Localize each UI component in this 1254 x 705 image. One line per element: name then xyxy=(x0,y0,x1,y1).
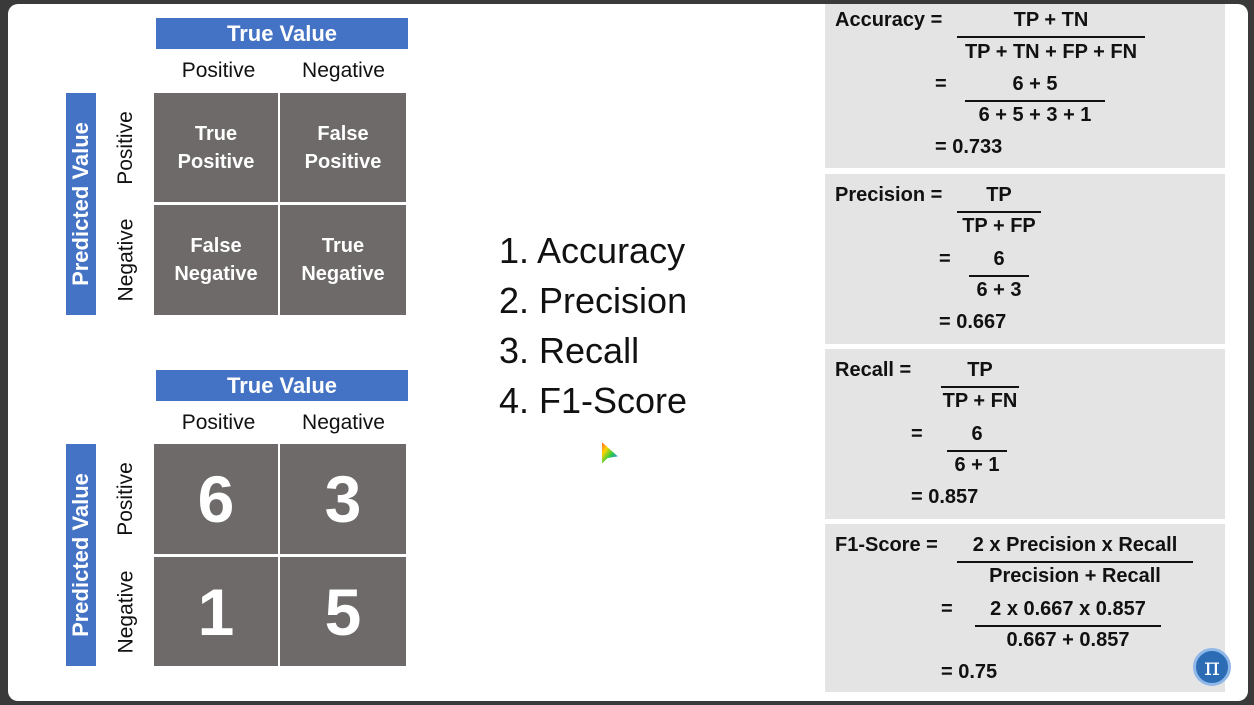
accuracy-equals: = xyxy=(935,73,947,95)
accuracy-denominator-values: 6 + 5 + 3 + 1 xyxy=(978,104,1092,126)
true-value-header-2: True Value xyxy=(156,370,408,401)
cursor-icon xyxy=(600,439,621,467)
precision-formula-panel: Precision = TP TP + FP = 6 6 + 3 = 0.667 xyxy=(825,174,1225,344)
precision-values-line xyxy=(969,275,1029,277)
predicted-value-header-2: Predicted Value xyxy=(66,444,96,666)
predicted-value-header: Predicted Value xyxy=(66,93,96,315)
cell-true-negative: True Negative xyxy=(280,205,406,315)
f1-numerator: 2 x Precision x Recall xyxy=(972,534,1178,556)
f1-fraction-line xyxy=(957,561,1193,563)
accuracy-numerator-values: 6 + 5 xyxy=(1012,73,1058,95)
precision-fraction-line xyxy=(957,211,1041,213)
f1-denominator-values: 0.667 + 0.857 xyxy=(1006,629,1130,651)
f1-formula-panel: F1-Score = 2 x Precision x Recall Precis… xyxy=(825,524,1225,692)
recall-equals: = xyxy=(911,423,923,445)
recall-denominator-values: 6 + 1 xyxy=(954,454,1000,476)
recall-numerator-values: 6 xyxy=(971,423,983,445)
accuracy-label: Accuracy = xyxy=(835,9,943,31)
recall-label: Recall = xyxy=(835,359,912,381)
accuracy-result: = 0.733 xyxy=(935,136,1003,158)
accuracy-formula-panel: Accuracy = TP + TN TP + TN + FP + FN = 6… xyxy=(825,4,1225,168)
cell-true-positive: True Positive xyxy=(154,93,278,202)
row-label-positive-2: Positive xyxy=(114,462,137,536)
slide: True Value Positive Negative Predicted V… xyxy=(8,4,1248,701)
accuracy-numerator: TP + TN xyxy=(1013,9,1089,31)
precision-numerator: TP xyxy=(986,184,1012,206)
f1-numerator-values: 2 x 0.667 x 0.857 xyxy=(990,598,1146,620)
row-label-negative-2: Negative xyxy=(114,570,138,654)
accuracy-values-line xyxy=(965,100,1105,102)
precision-denominator-values: 6 + 3 xyxy=(976,279,1022,301)
f1-result: = 0.75 xyxy=(941,661,998,683)
list-item-precision: 2. Precision xyxy=(499,280,688,321)
list-item-accuracy: 1. Accuracy xyxy=(499,230,686,271)
column-label-negative: Negative xyxy=(302,59,385,82)
f1-label: F1-Score = xyxy=(835,534,938,556)
column-label-negative-2: Negative xyxy=(302,411,385,434)
recall-values-line xyxy=(947,450,1007,452)
list-item-f1-score: 4. F1-Score xyxy=(499,380,688,421)
recall-result: = 0.857 xyxy=(911,486,979,508)
precision-numerator-values: 6 xyxy=(993,248,1005,270)
accuracy-fraction-line xyxy=(957,36,1145,38)
column-label-positive-2: Positive xyxy=(181,411,256,434)
precision-denominator: TP + FP xyxy=(962,215,1036,237)
true-value-header: True Value xyxy=(156,18,408,49)
cell-false-positive: False Positive xyxy=(280,93,406,202)
f1-equals: = xyxy=(941,598,953,620)
accuracy-denominator: TP + TN + FP + FN xyxy=(964,41,1138,63)
recall-fraction-line xyxy=(941,386,1019,388)
column-label-positive: Positive xyxy=(181,59,256,82)
row-label-positive: Positive xyxy=(114,111,137,185)
recall-numerator: TP xyxy=(967,359,993,381)
precision-label: Precision = xyxy=(835,184,943,206)
precision-result: = 0.667 xyxy=(939,311,1007,333)
row-label-negative: Negative xyxy=(114,218,138,302)
metrics-list: 1. Accuracy 2. Precision 3. Recall 4. F1… xyxy=(499,226,739,426)
cell-fp-count: 3 xyxy=(280,444,406,554)
cell-false-negative: False Negative xyxy=(154,205,278,315)
cell-fn-count: 1 xyxy=(154,557,278,666)
pi-logo-icon: π xyxy=(1193,648,1231,686)
precision-equals: = xyxy=(939,248,951,270)
recall-denominator: TP + FN xyxy=(942,390,1018,412)
f1-values-line xyxy=(975,625,1161,627)
cell-tn-count: 5 xyxy=(280,557,406,666)
recall-formula-panel: Recall = TP TP + FN = 6 6 + 1 = 0.857 xyxy=(825,349,1225,519)
f1-denominator: Precision + Recall xyxy=(989,565,1161,587)
cell-tp-count: 6 xyxy=(154,444,278,554)
list-item-recall: 3. Recall xyxy=(499,330,640,371)
